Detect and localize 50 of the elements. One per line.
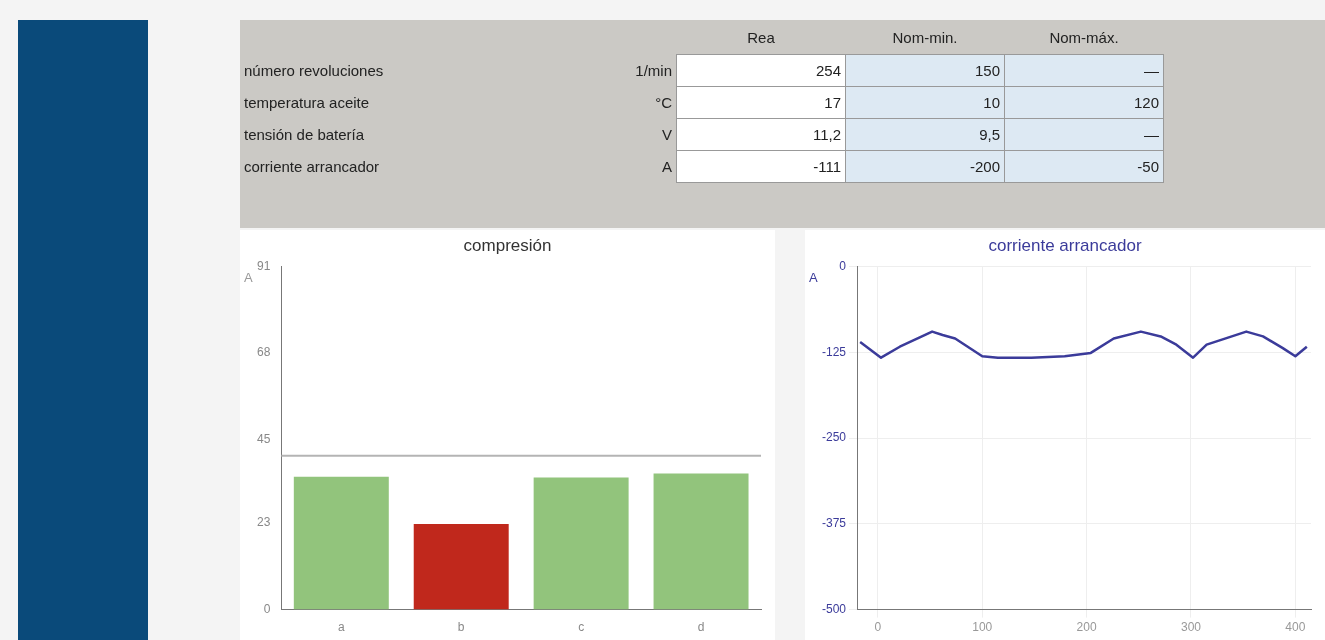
text: — xyxy=(1004,54,1164,86)
y-tick-label: 91 xyxy=(256,258,271,273)
text: -50 xyxy=(1004,150,1164,182)
y-tick-label: 45 xyxy=(256,432,271,447)
y-axis-title: A xyxy=(809,270,818,286)
y-tick-label: 68 xyxy=(256,345,271,360)
text: Nom-máx. xyxy=(1048,28,1120,49)
y-tick-label: 23 xyxy=(256,515,271,530)
text: 17 xyxy=(676,86,846,118)
text: 150 xyxy=(845,54,1005,86)
x-tick-label: 100 xyxy=(972,620,993,635)
y-tick-label: 0 xyxy=(263,601,271,616)
y-tick-label: -500 xyxy=(821,601,847,616)
text: °C xyxy=(654,92,673,113)
text: Rea xyxy=(746,28,776,49)
text: 9,5 xyxy=(845,118,1005,150)
text: -111 xyxy=(676,150,846,182)
bar xyxy=(293,476,389,610)
chart-title: corriente arrancador xyxy=(988,235,1142,255)
text: 120 xyxy=(1004,86,1164,118)
chart-title: compresión xyxy=(463,235,552,255)
x-tick-label: 0 xyxy=(874,620,882,635)
bar xyxy=(533,477,629,610)
x-tick-label: b xyxy=(457,620,465,635)
y-tick-label: -250 xyxy=(821,430,847,445)
text: V xyxy=(661,124,673,145)
text: 1/min xyxy=(634,60,673,81)
text: temperatura aceite xyxy=(243,92,371,113)
text: -200 xyxy=(845,150,1005,182)
y-tick-label: -125 xyxy=(821,344,847,359)
text: — xyxy=(1004,118,1164,150)
text: Nom-min. xyxy=(891,28,959,49)
y-axis-title: A xyxy=(244,270,253,286)
bar xyxy=(413,523,509,610)
text: A xyxy=(661,156,673,177)
text: tensión de batería xyxy=(243,124,366,145)
text: 11,2 xyxy=(676,118,846,150)
y-tick-label: -375 xyxy=(821,516,847,531)
text: 10 xyxy=(845,86,1005,118)
text: número revoluciones xyxy=(243,60,385,81)
text: 254 xyxy=(676,54,846,86)
bar xyxy=(653,473,749,610)
y-tick-label: 0 xyxy=(839,258,847,273)
x-tick-label: a xyxy=(337,620,345,635)
x-tick-label: c xyxy=(578,620,585,635)
x-tick-label: 300 xyxy=(1180,620,1202,635)
x-tick-label: 400 xyxy=(1285,620,1306,635)
text: corriente arrancador xyxy=(243,156,381,177)
x-tick-label: 200 xyxy=(1076,620,1097,635)
x-tick-label: d xyxy=(697,620,705,635)
